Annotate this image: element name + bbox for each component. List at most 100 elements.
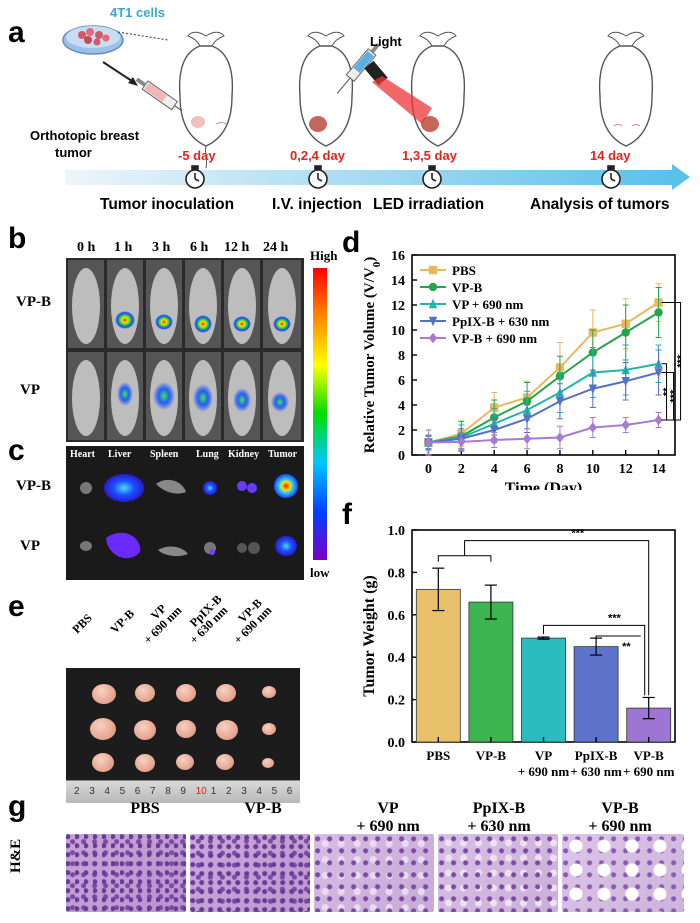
ruler-tick-label: 10 [195, 786, 207, 797]
ruler-tick-label: 5 [271, 786, 278, 797]
he-title-5-line2: + 690 nm [588, 818, 652, 835]
x-tick-label-line2: + 690 nm [518, 764, 570, 779]
mouse-icon-3 [410, 31, 466, 147]
y-tick-label: 16 [391, 249, 405, 264]
y-tick-label: 0.2 [388, 694, 406, 709]
bar [468, 601, 514, 743]
data-point [621, 419, 630, 431]
y-tick-label: 4 [398, 399, 405, 414]
x-tick-label: 12 [619, 462, 633, 477]
mouse-icon-1 [178, 31, 234, 169]
x-tick-label: 0 [425, 462, 432, 477]
data-point [621, 377, 630, 387]
organ-label-spleen: Spleen [150, 449, 179, 460]
he-title-5: VP-B + 690 nm [565, 800, 675, 836]
panel-label-g: g [8, 790, 27, 823]
bracket-line [543, 624, 646, 696]
x-tick-label: 8 [556, 462, 563, 477]
day-label-2: 0,2,4 day [290, 148, 345, 163]
petri-dish-icon [62, 25, 124, 55]
tumor-2-1 [135, 684, 155, 702]
legend-label: VP-B + 690 nm [452, 331, 537, 346]
tumor-1-3 [92, 753, 114, 772]
y-tick-label: 0 [398, 449, 405, 464]
step-label-3: LED irradiation [373, 196, 485, 213]
day-label-1: -5 day [178, 148, 216, 163]
data-point [654, 414, 663, 426]
tumor-label-line1: Orthotopic breast [30, 128, 140, 143]
ruler-tick-label: 3 [241, 786, 247, 797]
series-line [428, 419, 659, 444]
significance-label: *** [571, 528, 585, 540]
tumor-volume-chart: 0 2 4 6 8 10 12 14 16 0 2 4 6 8 10 12 14 Time (Day) Relati… [362, 249, 688, 490]
ruler-tick-label: 7 [150, 786, 156, 797]
bracket-line [661, 372, 675, 421]
y-tick-label: 0.6 [388, 609, 406, 624]
imaging-panel-b [66, 258, 304, 442]
tumor-photo [66, 668, 300, 780]
x-tick-label: VP-B [634, 748, 665, 763]
he-title-5-line1: VP-B [601, 800, 639, 817]
data-point [428, 316, 438, 327]
x-tick-label: 14 [652, 462, 666, 477]
he-title-3: VP + 690 nm [338, 800, 438, 836]
ruler-tick-label: 6 [134, 786, 141, 797]
he-title-4-line2: + 630 nm [467, 818, 531, 835]
he-image-vpb690 [562, 834, 684, 912]
mouse-icon-4 [598, 31, 654, 147]
tumor-3-1 [176, 684, 196, 702]
significance-bracket-1: *** [543, 612, 646, 696]
tumor-group-label-1: PBS [69, 611, 95, 637]
stopwatch-icon [185, 165, 621, 189]
significance-label: *** [676, 354, 688, 368]
data-point [522, 414, 532, 424]
data-point [428, 298, 438, 309]
day-label-3: 1,3,5 day [402, 148, 457, 163]
y-axis-label: Relative Tumor Volume (V/V0) [362, 257, 383, 453]
tumor-3-3 [176, 754, 194, 770]
panel-label-d: d [342, 226, 361, 259]
he-title-2: VP-B [218, 800, 308, 818]
time-label-6h: 6 h [190, 240, 209, 255]
y-tick-label: 0.4 [388, 651, 406, 666]
ruler-tick-label: 4 [104, 786, 110, 797]
data-point [428, 332, 438, 344]
data-point [428, 265, 438, 275]
row-label-vpb-c: VP-B [16, 478, 51, 494]
series-3 [424, 349, 663, 450]
y-tick-label: 0.0 [388, 736, 406, 751]
organ-label-kidney: Kidney [228, 449, 260, 460]
he-title-3-line1: VP [377, 800, 399, 817]
y-tick-label: 8 [398, 349, 405, 364]
y-tick-label: 14 [391, 274, 405, 289]
significance-bracket-2: ** [595, 635, 641, 653]
x-tick-label: 10 [586, 462, 600, 477]
tumor-5-3 [262, 758, 274, 768]
time-label-3h: 3 h [152, 240, 171, 255]
data-point [555, 397, 565, 407]
data-point [654, 368, 663, 378]
legend-label: PpIX-B + 630 nm [452, 314, 550, 329]
tumor-2-2 [134, 720, 156, 740]
bracket-line [464, 540, 650, 696]
tumor-1-2 [90, 718, 116, 740]
he-image-ppixb630 [438, 834, 558, 912]
legend-label: VP + 690 nm [452, 297, 523, 312]
step-label-1: Tumor inoculation [100, 196, 235, 213]
ruler-tick-label: 1 [210, 786, 217, 797]
ruler-tick-label: 6 [286, 786, 293, 797]
flashlight-icon [364, 60, 432, 124]
y-tick-label: 10 [391, 324, 405, 339]
data-point [489, 425, 499, 436]
tumor-group-label-3: VP + 690 nm [133, 595, 184, 646]
data-point [588, 384, 598, 394]
scale-high-label: High [310, 248, 338, 263]
time-label-0h: 0 h [77, 240, 96, 255]
data-point [555, 432, 565, 443]
panel-label-f: f [342, 498, 352, 531]
step-label-2: I.V. injection [272, 196, 362, 213]
ruler: 2 3 4 5 6 7 8 9 10 1 2 3 4 5 6 [66, 780, 300, 803]
ruler-tick-label: 3 [89, 786, 95, 797]
series-line [428, 371, 659, 444]
organ-label-heart: Heart [70, 449, 95, 460]
